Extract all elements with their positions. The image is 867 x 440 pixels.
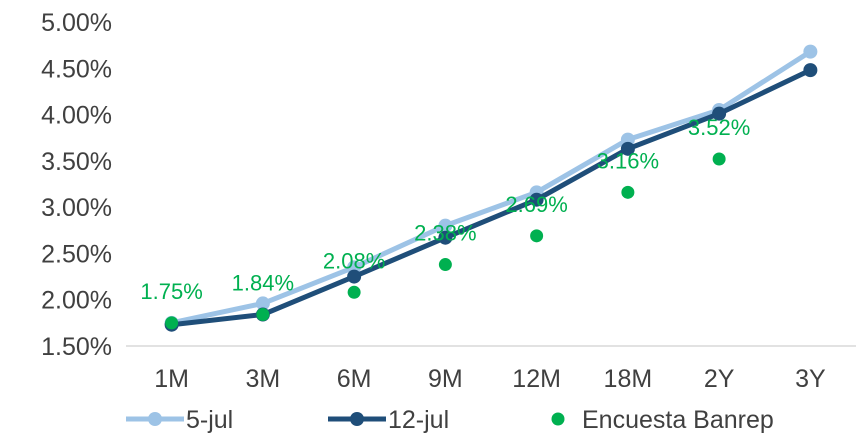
data-label: 2.08%	[323, 248, 385, 273]
scatter-point	[347, 285, 361, 299]
legend-marker	[350, 412, 364, 426]
legend: 5-jul 12-jul Encuesta Banrep	[126, 406, 774, 434]
y-tick-label: 4.00%	[41, 102, 112, 130]
line-point	[620, 141, 635, 156]
legend-marker	[551, 412, 565, 426]
series-line	[171, 49, 812, 326]
line-point	[529, 192, 544, 207]
data-label: 2.69%	[505, 192, 567, 217]
legend-item: 12-jul	[328, 406, 449, 434]
series-layer	[164, 44, 818, 332]
series-line	[171, 67, 812, 328]
data-label: 1.75%	[140, 279, 202, 304]
x-tick-label: 6M	[337, 365, 372, 393]
y-tick-label: 3.50%	[41, 148, 112, 176]
scatter-point	[621, 185, 635, 199]
x-axis: 1M 3M 6M 9M 12M 18M 2Y 3Y	[126, 345, 856, 393]
legend-label: 12-jul	[388, 406, 449, 434]
line-point	[347, 269, 362, 284]
y-tick-label: 1.50%	[41, 333, 112, 361]
scatter-point	[438, 258, 452, 272]
legend-label: Encuesta Banrep	[582, 406, 774, 434]
scatter-point	[530, 229, 544, 243]
legend-marker	[148, 412, 162, 426]
scatter-point	[165, 316, 179, 330]
data-labels: 1.75% 1.84% 2.08% 2.38% 2.69% 3.16% 3.52%	[140, 115, 750, 304]
data-label: 2.38%	[414, 221, 476, 246]
legend-label: 5-jul	[186, 406, 233, 434]
x-tick-label: 2Y	[704, 365, 735, 393]
line-point	[255, 296, 270, 311]
y-tick-label: 4.50%	[41, 55, 112, 83]
y-tick-label: 2.00%	[41, 287, 112, 315]
data-label: 3.16%	[597, 148, 659, 173]
scatter-point	[712, 152, 726, 166]
line-point	[803, 63, 818, 78]
x-tick-label: 1M	[154, 365, 189, 393]
line-point	[712, 106, 727, 121]
line-point	[438, 230, 453, 245]
scatter-point	[256, 308, 270, 322]
x-tick-label: 12M	[512, 365, 561, 393]
y-tick-label: 3.00%	[41, 194, 112, 222]
legend-item: Encuesta Banrep	[551, 406, 774, 434]
data-label: 1.84%	[232, 271, 294, 296]
x-tick-label: 3Y	[795, 365, 826, 393]
line-point	[438, 218, 453, 233]
x-tick-label: 18M	[604, 365, 653, 393]
data-label: 3.52%	[688, 115, 750, 140]
x-tick-label: 3M	[246, 365, 281, 393]
y-tick-label: 2.50%	[41, 240, 112, 268]
series-encuesta-banrep	[165, 152, 726, 330]
y-tick-label: 5.00%	[41, 9, 112, 37]
legend-item: 5-jul	[126, 406, 233, 434]
y-axis: 1.50% 2.00% 2.50% 3.00% 3.50% 4.00% 4.50% 5.00%	[41, 9, 112, 361]
line-point	[803, 44, 818, 59]
x-tick-label: 9M	[428, 365, 463, 393]
